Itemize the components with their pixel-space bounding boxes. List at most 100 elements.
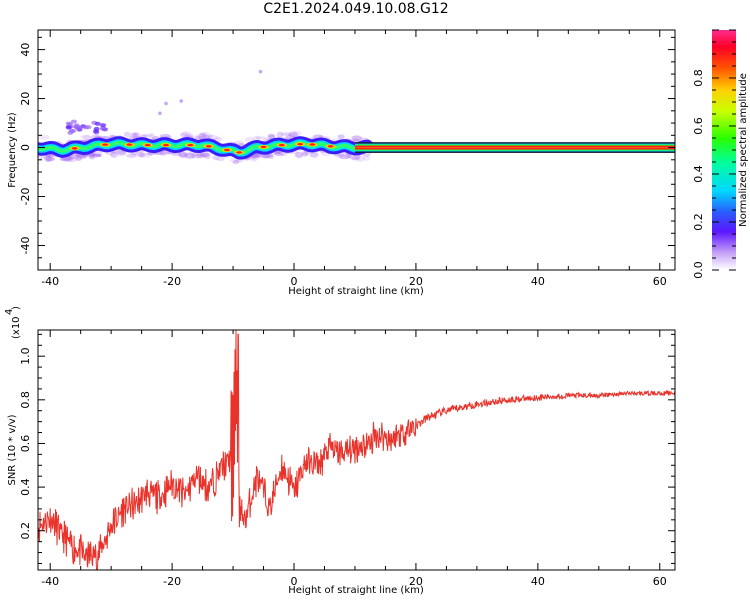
p1-xtick-label: -40 [41,275,59,288]
spectrogram-hotspot-core [187,143,194,147]
snr-panel: -40 -20 0 20 40 60 0.2 0.4 0.6 0.8 1.0 Height of s… [4,306,676,596]
snr-scale-factor: (x10 4 ) [4,306,22,339]
spectrogram-hotspot-core [163,143,170,147]
p2-xtick-label: -40 [41,575,59,588]
spectrogram-noise-cell [197,132,207,140]
colorbar: 0.0 0.2 0.4 0.6 0.8 Normalized spectral ampl… [692,29,749,279]
spectrogram-noise-cell [351,156,361,161]
spectrogram-noise-cell [184,133,194,138]
spectrogram-noise-cell [180,131,192,138]
spectrogram-noise-cell [179,152,188,159]
spectrogram-noise-cell [126,153,137,158]
spectrogram-blob [100,123,107,128]
spectrogram-noise-cell [344,153,352,157]
snr-scale-base: (x10 [11,316,22,339]
spectrogram-noise-cell [351,135,362,141]
spectrogram-noise-cell [201,131,211,139]
colorbar-tick-label: 0.2 [692,213,705,231]
p1-xtick-label: -20 [163,275,181,288]
p1-ytick-label: 40 [19,43,32,57]
spectrogram-noise-cell [337,134,345,140]
spectrogram-noise-cell [38,134,50,140]
spectrogram-hotspot-core [223,148,230,152]
spectrogram-noise-cell [88,154,96,160]
spectrogram-blob [65,125,72,130]
snr-scale-close: ) [11,306,22,310]
snr-ylabel: SNR (10 * v/v) [7,414,18,485]
spectrogram-noise-cell [116,149,127,157]
colorbar-label: Normalized spectral amplitude [738,73,749,227]
spectrogram-noise-cell [139,134,148,138]
spectrogram-noise-cell [234,159,244,163]
spectrogram-noise-cell [255,136,267,140]
spectrogram-hotspot-core [236,151,243,154]
spectrogram-noise-cell [273,152,284,156]
spectrogram-noise-cell [110,151,118,158]
spectrogram-noise-cell [334,153,345,157]
spectrogram-hotspot-core [71,147,78,150]
spectrogram-hotspot-core [144,143,151,147]
snr-xlabel: Height of straight line (km) [288,585,424,596]
p2-ytick-label: 0.6 [19,435,32,453]
p2-xtick-label: -20 [163,575,181,588]
spectrogram-blob [92,129,99,134]
colorbar-ticks: 0.0 0.2 0.4 0.6 0.8 [692,29,736,279]
spectrogram-noise-cell [288,133,300,138]
spectrogram-noise-cell [132,132,140,138]
spectrogram-noise-cell [178,151,188,158]
spectrogram-noise-cell [355,155,366,162]
spectrogram-noise-cell [67,156,78,163]
spectrogram-noise-cell [135,152,144,158]
spectrogram-noise-cell [45,156,55,162]
spectrogram-noise-cell [294,151,304,159]
spectrogram-noise-cell [140,152,153,158]
spectrogram-hotspot-core [126,143,133,146]
spectrogram-noise-cell [130,132,138,138]
spectrogram-noise-cell [267,133,276,139]
spectrogram-blob [67,122,74,127]
spectrogram-hotspot-core [297,142,304,146]
spectrogram-blob [75,125,82,130]
spectrogram-frame [37,29,676,271]
spectrogram-noise-cell [363,155,371,161]
snr-ticks: -40 -20 0 20 40 60 0.2 0.4 0.6 0.8 1.0 [19,330,675,588]
snr-scale-exponent: 4 [4,309,15,315]
spectrogram-noise-cell [191,153,203,159]
spectrogram-noise-cell [250,154,260,161]
spectrogram-noise-cell [276,131,284,139]
p1-ytick-label: 20 [19,92,32,106]
spectrogram-noise-cell [288,131,298,138]
spectrogram-hotspot-core [309,143,316,146]
spectrogram-noise-cell [199,133,208,138]
spectrogram-noise-cell [301,150,309,157]
p2-xtick-label: 40 [531,575,545,588]
spectrogram-noise-cell [94,153,102,158]
p1-ytick-label: -40 [19,237,32,255]
spectrogram-noise-cell [312,134,324,139]
spectrogram-noise-cell [196,153,206,157]
spectrogram-hotspot-core [260,145,267,149]
p2-ytick-label: 1.0 [19,347,32,365]
spectrogram-blob [94,121,101,126]
colorbar-tick-label: 0.8 [692,69,705,87]
p2-xtick-label: 0 [291,575,298,588]
spectrogram-noise-cell [184,152,196,159]
spectrogram-noise-cell [44,155,52,162]
spectrogram-noise-cell [195,152,206,159]
spectrogram-noise-cell [309,152,319,158]
spectrogram-noise-cell [116,150,127,155]
p1-xtick-label: 40 [531,275,545,288]
spectrogram-speck [179,99,184,103]
spectrogram-noise-cell [138,152,146,158]
spectrogram-noise-cell [309,150,318,157]
p2-ytick-label: 0.4 [19,478,32,496]
spectrogram-noise-cell [148,132,155,139]
spectrogram-band-center [354,147,675,149]
colorbar-tick-label: 0.0 [692,261,705,279]
spectrogram-noise-cell [206,134,214,139]
spectrogram-noise-cell [292,131,302,136]
spectrogram-noise-cell [203,153,211,160]
spectrogram-speck [158,111,162,116]
spectrogram-noise-cell [338,155,351,160]
